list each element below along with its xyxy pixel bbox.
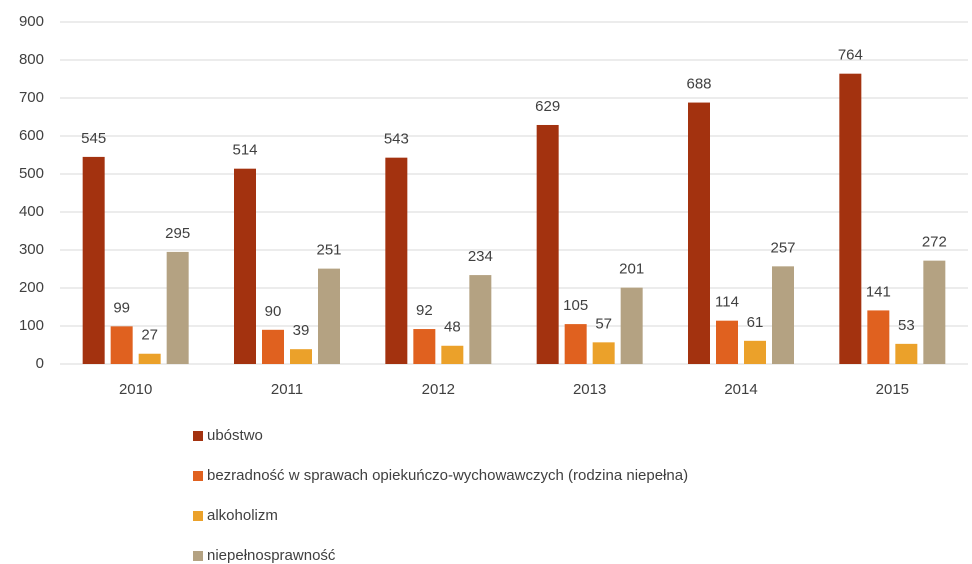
legend-label: niepełnosprawność	[207, 547, 336, 564]
data-label: 257	[770, 239, 795, 256]
bar	[564, 324, 587, 364]
data-label: 251	[316, 242, 341, 259]
y-tick-label: 600	[19, 127, 44, 144]
bar	[82, 156, 105, 364]
y-tick-label: 900	[19, 13, 44, 30]
y-tick-label: 400	[19, 203, 44, 220]
legend-swatch	[193, 551, 203, 561]
bar	[592, 342, 615, 364]
y-tick-label: 0	[36, 355, 44, 372]
data-label: 295	[165, 225, 190, 242]
x-tick-label: 2013	[573, 381, 606, 398]
data-label: 688	[686, 76, 711, 93]
data-label: 92	[416, 302, 433, 319]
data-label: 764	[838, 47, 863, 64]
bar	[536, 124, 559, 364]
legend-label: bezradność w sprawach opiekuńczo-wychowa…	[207, 467, 688, 484]
bar	[138, 353, 161, 364]
bar	[290, 349, 312, 364]
data-label: 543	[384, 131, 409, 148]
data-label: 201	[619, 261, 644, 278]
data-label: 57	[595, 315, 612, 332]
data-label: 61	[747, 314, 764, 331]
y-tick-label: 200	[19, 279, 44, 296]
bar	[923, 260, 946, 364]
bar	[895, 343, 918, 364]
bar	[262, 329, 284, 364]
x-tick-label: 2011	[271, 381, 303, 398]
data-label: 48	[444, 319, 461, 336]
bar	[234, 168, 256, 364]
bar	[867, 310, 890, 364]
bar	[716, 320, 738, 364]
data-label: 99	[113, 299, 130, 316]
data-label: 272	[922, 234, 947, 251]
data-label: 545	[81, 130, 106, 147]
bar	[441, 345, 464, 364]
bar	[166, 251, 189, 364]
bar	[772, 266, 794, 364]
x-tick-label: 2015	[876, 381, 909, 398]
y-tick-label: 500	[19, 165, 44, 182]
bar	[385, 157, 408, 364]
data-label: 114	[715, 294, 739, 311]
data-label: 105	[563, 297, 588, 314]
bar	[413, 329, 436, 364]
bar	[839, 73, 862, 365]
data-label: 90	[265, 303, 282, 320]
y-tick-label: 800	[19, 51, 44, 68]
data-label: 629	[535, 98, 560, 115]
x-tick-label: 2014	[724, 381, 757, 398]
bar	[688, 102, 710, 364]
bar	[620, 287, 643, 364]
bar	[318, 268, 340, 364]
y-tick-label: 300	[19, 241, 44, 258]
data-label: 234	[468, 248, 493, 265]
data-label: 27	[141, 327, 158, 344]
y-tick-label: 100	[19, 317, 44, 334]
data-label: 39	[293, 322, 310, 339]
bar	[744, 340, 766, 364]
legend-swatch	[193, 471, 203, 481]
x-tick-label: 2010	[119, 381, 152, 398]
legend-label: ubóstwo	[207, 427, 263, 444]
y-tick-label: 700	[19, 89, 44, 106]
legend-label: alkoholizm	[207, 507, 278, 524]
x-tick-label: 2012	[422, 381, 455, 398]
data-label: 514	[232, 142, 257, 159]
data-label: 53	[898, 317, 915, 334]
legend-swatch	[193, 431, 203, 441]
bar	[110, 326, 133, 364]
bar	[469, 275, 492, 364]
data-label: 141	[866, 283, 891, 300]
legend-swatch	[193, 511, 203, 521]
